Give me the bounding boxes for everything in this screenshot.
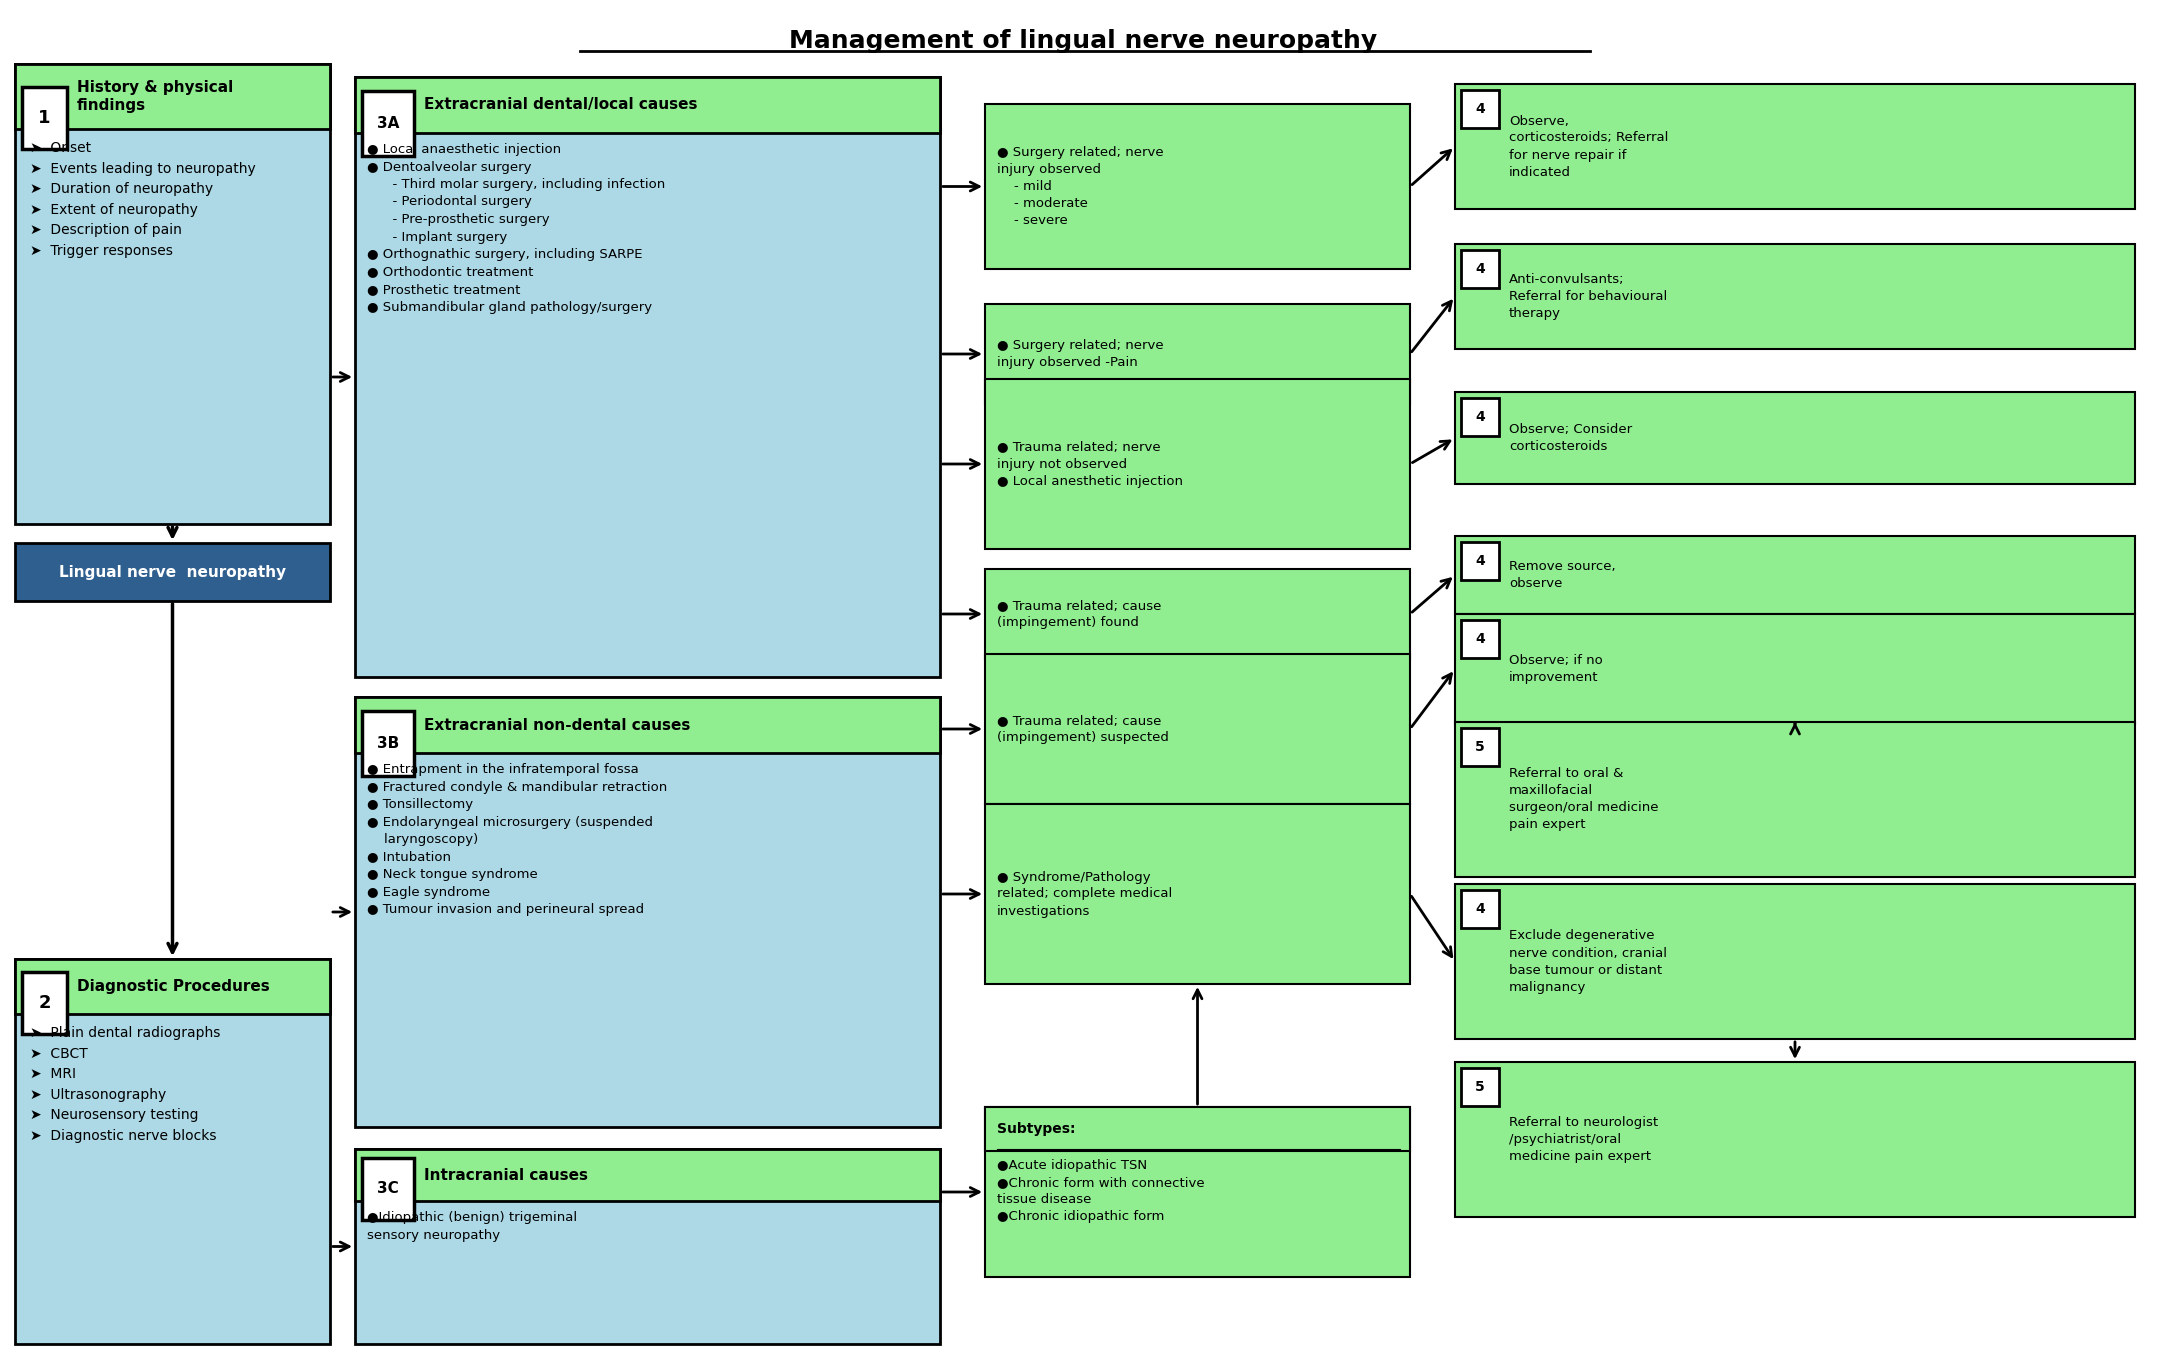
FancyBboxPatch shape bbox=[1454, 245, 2134, 349]
FancyBboxPatch shape bbox=[1461, 620, 1500, 658]
Text: ➤  Onset
➤  Events leading to neuropathy
➤  Duration of neuropathy
➤  Extent of : ➤ Onset ➤ Events leading to neuropathy ➤… bbox=[30, 141, 256, 258]
Text: Anti-convulsants;
Referral for behavioural
therapy: Anti-convulsants; Referral for behaviour… bbox=[1508, 273, 1666, 319]
Text: ● Surgery related; nerve
injury observed -Pain: ● Surgery related; nerve injury observed… bbox=[997, 338, 1164, 370]
Text: 4: 4 bbox=[1476, 902, 1484, 916]
Text: ● Syndrome/Pathology
related; complete medical
investigations: ● Syndrome/Pathology related; complete m… bbox=[997, 871, 1172, 917]
FancyBboxPatch shape bbox=[1461, 250, 1500, 288]
FancyBboxPatch shape bbox=[986, 654, 1411, 805]
FancyBboxPatch shape bbox=[986, 379, 1411, 549]
FancyBboxPatch shape bbox=[362, 711, 414, 776]
Text: ●Acute idiopathic TSN
●Chronic form with connective
tissue disease
●Chronic idio: ●Acute idiopathic TSN ●Chronic form with… bbox=[997, 1159, 1205, 1223]
FancyBboxPatch shape bbox=[986, 105, 1411, 269]
FancyBboxPatch shape bbox=[355, 697, 940, 753]
FancyBboxPatch shape bbox=[355, 77, 940, 677]
FancyBboxPatch shape bbox=[986, 304, 1411, 404]
Text: Remove source,
observe: Remove source, observe bbox=[1508, 560, 1617, 590]
FancyBboxPatch shape bbox=[1454, 883, 2134, 1040]
Text: ● Surgery related; nerve
injury observed
    - mild
    - moderate
    - severe: ● Surgery related; nerve injury observed… bbox=[997, 145, 1164, 227]
Text: ● Local anaesthetic injection
● Dentoalveolar surgery
      - Third molar surger: ● Local anaesthetic injection ● Dentoalv… bbox=[366, 143, 665, 314]
Text: ● Trauma related; nerve
injury not observed
● Local anesthetic injection: ● Trauma related; nerve injury not obser… bbox=[997, 440, 1183, 488]
FancyBboxPatch shape bbox=[1454, 535, 2134, 614]
FancyBboxPatch shape bbox=[15, 544, 329, 601]
Text: Diagnostic Procedures: Diagnostic Procedures bbox=[78, 978, 269, 993]
Text: ● Trauma related; cause
(impingement) suspected: ● Trauma related; cause (impingement) su… bbox=[997, 713, 1168, 743]
Text: ● Trauma related; cause
(impingement) found: ● Trauma related; cause (impingement) fo… bbox=[997, 599, 1162, 629]
FancyBboxPatch shape bbox=[1454, 391, 2134, 484]
Text: Referral to oral &
maxillofacial
surgeon/oral medicine
pain expert: Referral to oral & maxillofacial surgeon… bbox=[1508, 768, 1658, 832]
FancyBboxPatch shape bbox=[1461, 542, 1500, 580]
Text: ●Idiopathic (benign) trigeminal
sensory neuropathy: ●Idiopathic (benign) trigeminal sensory … bbox=[366, 1211, 576, 1242]
Text: 4: 4 bbox=[1476, 102, 1484, 116]
FancyBboxPatch shape bbox=[986, 1108, 1411, 1277]
Text: Intracranial causes: Intracranial causes bbox=[425, 1167, 587, 1182]
FancyBboxPatch shape bbox=[15, 64, 329, 525]
Text: 4: 4 bbox=[1476, 632, 1484, 646]
Text: 5: 5 bbox=[1476, 1080, 1484, 1094]
FancyBboxPatch shape bbox=[22, 972, 67, 1034]
FancyBboxPatch shape bbox=[15, 959, 329, 1014]
FancyBboxPatch shape bbox=[1461, 398, 1500, 436]
FancyBboxPatch shape bbox=[15, 959, 329, 1344]
Text: History & physical
findings: History & physical findings bbox=[78, 80, 234, 113]
FancyBboxPatch shape bbox=[22, 87, 67, 149]
FancyBboxPatch shape bbox=[1461, 728, 1500, 766]
Text: Observe; if no
improvement: Observe; if no improvement bbox=[1508, 654, 1604, 684]
Text: Lingual nerve  neuropathy: Lingual nerve neuropathy bbox=[59, 564, 286, 579]
FancyBboxPatch shape bbox=[1454, 614, 2134, 724]
FancyBboxPatch shape bbox=[986, 1108, 1411, 1151]
FancyBboxPatch shape bbox=[362, 1158, 414, 1219]
FancyBboxPatch shape bbox=[986, 805, 1411, 984]
Text: 3C: 3C bbox=[377, 1181, 399, 1196]
Text: 3A: 3A bbox=[377, 116, 399, 130]
Text: Extracranial dental/local causes: Extracranial dental/local causes bbox=[425, 98, 698, 113]
Text: Exclude degenerative
nerve condition, cranial
base tumour or distant
malignancy: Exclude degenerative nerve condition, cr… bbox=[1508, 930, 1666, 993]
Text: Observe,
corticosteroids; Referral
for nerve repair if
indicated: Observe, corticosteroids; Referral for n… bbox=[1508, 114, 1669, 178]
Text: 1: 1 bbox=[39, 109, 50, 126]
Text: 2: 2 bbox=[39, 993, 50, 1012]
Text: 5: 5 bbox=[1476, 741, 1484, 754]
FancyBboxPatch shape bbox=[355, 697, 940, 1127]
Text: Extracranial non-dental causes: Extracranial non-dental causes bbox=[425, 718, 691, 733]
Text: 4: 4 bbox=[1476, 554, 1484, 568]
FancyBboxPatch shape bbox=[1461, 890, 1500, 928]
Text: Referral to neurologist
/psychiatrist/oral
medicine pain expert: Referral to neurologist /psychiatrist/or… bbox=[1508, 1116, 1658, 1163]
Text: ● Entrapment in the infratemporal fossa
● Fractured condyle & mandibular retract: ● Entrapment in the infratemporal fossa … bbox=[366, 762, 667, 916]
Text: Observe; Consider
corticosteroids: Observe; Consider corticosteroids bbox=[1508, 423, 1632, 453]
FancyBboxPatch shape bbox=[1461, 90, 1500, 128]
FancyBboxPatch shape bbox=[1461, 1068, 1500, 1106]
Text: 4: 4 bbox=[1476, 262, 1484, 276]
FancyBboxPatch shape bbox=[1454, 84, 2134, 209]
FancyBboxPatch shape bbox=[1454, 1061, 2134, 1218]
Text: 4: 4 bbox=[1476, 410, 1484, 424]
Text: Management of lingual nerve neuropathy: Management of lingual nerve neuropathy bbox=[789, 29, 1376, 53]
FancyBboxPatch shape bbox=[355, 1148, 940, 1201]
FancyBboxPatch shape bbox=[362, 91, 414, 156]
FancyBboxPatch shape bbox=[355, 1148, 940, 1344]
FancyBboxPatch shape bbox=[986, 569, 1411, 659]
FancyBboxPatch shape bbox=[355, 77, 940, 133]
FancyBboxPatch shape bbox=[15, 64, 329, 129]
Text: ➤  Plain dental radiographs
➤  CBCT
➤  MRI
➤  Ultrasonography
➤  Neurosensory te: ➤ Plain dental radiographs ➤ CBCT ➤ MRI … bbox=[30, 1026, 221, 1143]
Text: 3B: 3B bbox=[377, 735, 399, 750]
Text: Subtypes:: Subtypes: bbox=[997, 1123, 1075, 1136]
FancyBboxPatch shape bbox=[1454, 722, 2134, 877]
